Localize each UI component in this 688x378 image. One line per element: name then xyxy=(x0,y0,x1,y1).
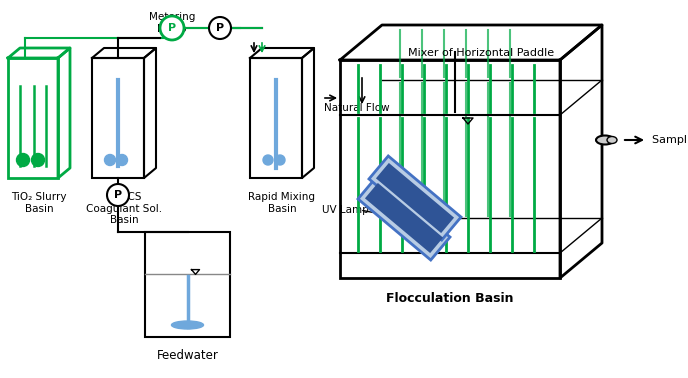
Circle shape xyxy=(160,16,184,40)
Text: Rapid Mixing
Basin: Rapid Mixing Basin xyxy=(248,192,316,214)
Circle shape xyxy=(17,153,30,166)
Text: Sampling & Discharge: Sampling & Discharge xyxy=(652,135,688,145)
Text: Feedwater: Feedwater xyxy=(157,349,218,362)
Ellipse shape xyxy=(171,321,204,329)
Polygon shape xyxy=(367,184,442,252)
Text: Mixer of Horizontal Paddle: Mixer of Horizontal Paddle xyxy=(408,48,554,58)
Text: Natural Flow: Natural Flow xyxy=(324,103,389,113)
Text: PAHCS
Coagulant Sol.
Basin: PAHCS Coagulant Sol. Basin xyxy=(86,192,162,225)
Text: P: P xyxy=(168,23,176,33)
Ellipse shape xyxy=(607,136,617,144)
Text: TiO₂ Slurry
Basin: TiO₂ Slurry Basin xyxy=(11,192,67,214)
Ellipse shape xyxy=(596,135,614,144)
Circle shape xyxy=(107,184,129,206)
Circle shape xyxy=(116,155,127,166)
Bar xyxy=(8,58,58,178)
Text: Flocculation Basin: Flocculation Basin xyxy=(386,292,514,305)
Circle shape xyxy=(209,17,231,39)
Circle shape xyxy=(263,155,273,165)
Circle shape xyxy=(32,153,45,166)
Bar xyxy=(145,232,230,337)
Text: P: P xyxy=(114,190,122,200)
Polygon shape xyxy=(369,156,461,240)
Circle shape xyxy=(105,155,116,166)
Bar xyxy=(92,58,144,178)
Bar xyxy=(250,58,302,178)
Circle shape xyxy=(275,155,285,165)
Bar xyxy=(340,60,560,278)
Text: Metering
Pump: Metering Pump xyxy=(149,12,195,34)
Text: UV Lamp: UV Lamp xyxy=(322,205,369,215)
Polygon shape xyxy=(378,164,453,232)
Text: P: P xyxy=(216,23,224,33)
Polygon shape xyxy=(358,176,450,260)
